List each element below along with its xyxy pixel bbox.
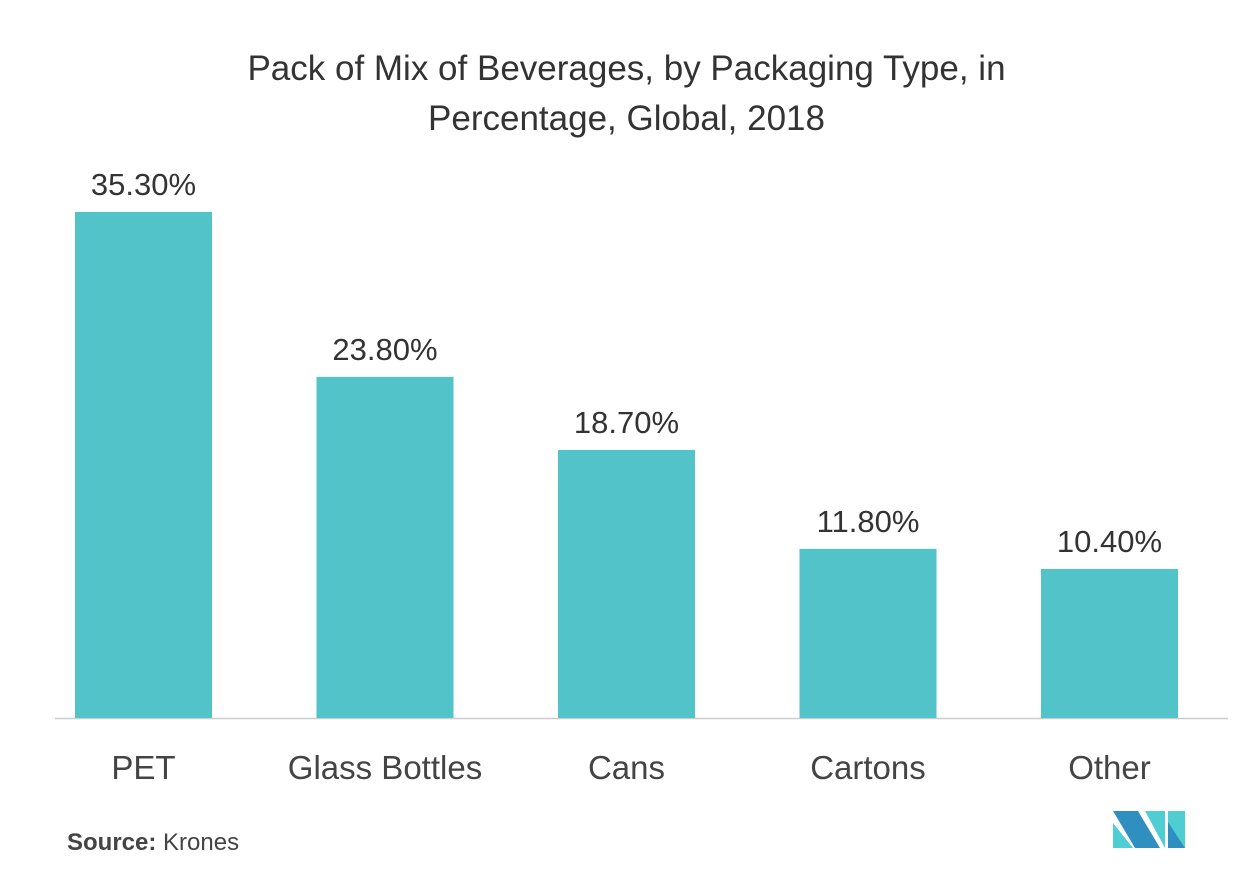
data-label-0: 35.30% — [91, 167, 196, 202]
x-tick-label-3: Cartons — [810, 749, 926, 786]
data-label-1: 23.80% — [332, 332, 437, 367]
x-tick-label-0: PET — [111, 749, 175, 786]
bar-3 — [799, 548, 937, 718]
source-note: Source: Krones — [67, 829, 239, 857]
bar-0 — [75, 212, 212, 718]
data-label-2: 18.70% — [574, 405, 679, 440]
chart-title-line-1: Pack of Mix of Beverages, by Packaging T… — [247, 49, 1006, 88]
bar-1 — [316, 376, 454, 718]
x-tick-label-2: Cans — [588, 749, 665, 786]
data-label-3: 11.80% — [817, 504, 920, 539]
bar-4 — [1041, 568, 1178, 718]
data-label-4: 10.40% — [1057, 524, 1162, 559]
chart-title-line-2: Percentage, Global, 2018 — [428, 99, 825, 138]
source-label: Source: — [67, 829, 157, 856]
x-tick-label-1: Glass Bottles — [288, 749, 482, 786]
chart-title: Pack of Mix of Beverages, by Packaging T… — [0, 44, 1253, 144]
source-value: Krones — [163, 829, 240, 856]
x-tick-label-4: Other — [1068, 749, 1151, 786]
bar-2 — [558, 449, 695, 718]
